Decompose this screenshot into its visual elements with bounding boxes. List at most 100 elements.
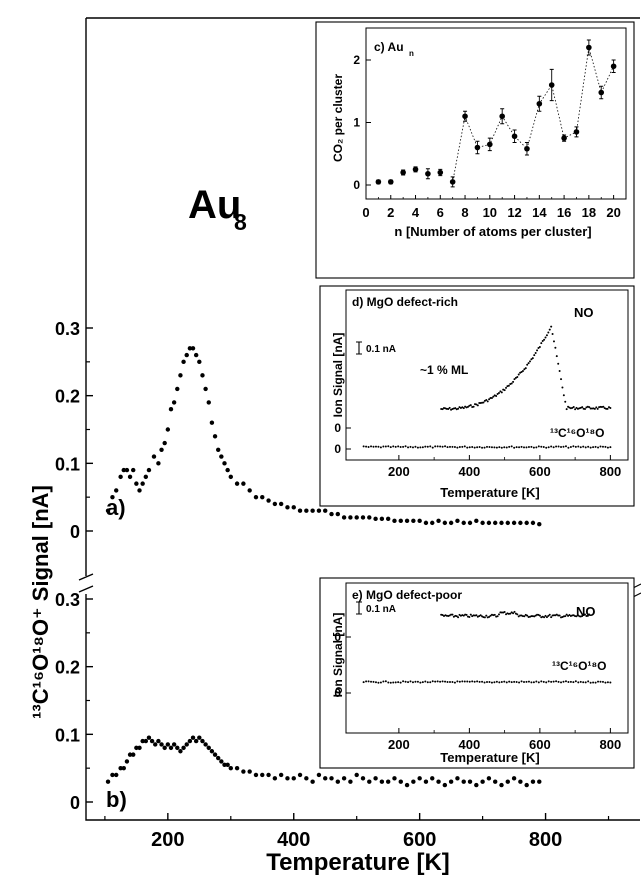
data-point-b bbox=[114, 772, 119, 778]
inset-e-no-point bbox=[441, 613, 444, 616]
inset-d-no-point bbox=[557, 362, 560, 365]
inset-d-co-point bbox=[471, 445, 474, 448]
inset-d-no-point bbox=[523, 368, 526, 371]
inset-e-co-point bbox=[367, 680, 370, 683]
inset-d-co-point bbox=[584, 446, 587, 449]
inset-c-data-point bbox=[375, 179, 382, 185]
data-point-a bbox=[467, 520, 473, 526]
data-point-b bbox=[137, 745, 142, 751]
inset-e-no-point bbox=[575, 615, 578, 618]
data-point-a bbox=[216, 447, 221, 452]
data-point-a bbox=[297, 508, 303, 513]
data-point-a bbox=[175, 386, 180, 392]
main-frame bbox=[85, 17, 640, 821]
data-point-a bbox=[511, 520, 517, 526]
inset-e-co-point bbox=[587, 680, 590, 683]
inset-e-co-point bbox=[424, 680, 427, 683]
data-point-a bbox=[222, 461, 227, 466]
inset-c-points bbox=[375, 39, 617, 188]
inset-d-co-point bbox=[372, 445, 375, 448]
inset-d-no-point bbox=[499, 390, 502, 393]
x-tick-label: 400 bbox=[277, 829, 310, 851]
data-point-b bbox=[171, 742, 177, 747]
data-point-b bbox=[216, 755, 221, 761]
inset-d-no-point bbox=[595, 406, 598, 409]
data-point-b bbox=[200, 738, 205, 744]
inset-e-x-tick-label: 200 bbox=[388, 737, 410, 752]
data-point-b bbox=[455, 776, 460, 781]
data-point-b bbox=[190, 735, 196, 740]
inset-d-co-point bbox=[532, 446, 535, 449]
inset-d-y-axis-label: Ion Signal [nA] bbox=[331, 333, 345, 418]
inset-e-co-point bbox=[451, 681, 454, 684]
inset-d-no-point bbox=[500, 391, 503, 394]
inset-e-co-point bbox=[468, 680, 471, 683]
inset-d-co-point bbox=[609, 446, 612, 449]
data-point-b bbox=[260, 772, 265, 778]
axis-break-left bbox=[78, 573, 94, 593]
inset-e-no-point bbox=[485, 614, 488, 617]
inset-e-no-point bbox=[545, 616, 548, 619]
data-point-b bbox=[121, 765, 126, 771]
data-point-b bbox=[423, 779, 429, 784]
data-point-b bbox=[392, 776, 397, 781]
inset-d-plot-area bbox=[345, 289, 629, 461]
inset-d-no-point bbox=[526, 363, 529, 366]
inset-d-co-point bbox=[604, 445, 607, 448]
main-title-subscript: 8 bbox=[234, 209, 247, 235]
inset-e-co-point bbox=[542, 680, 545, 683]
inset-e-no-point bbox=[497, 613, 500, 616]
inset-e-co-point bbox=[579, 680, 582, 683]
inset-d-co-point bbox=[409, 445, 412, 448]
data-point-a bbox=[212, 434, 218, 439]
inset-d-no-point bbox=[490, 396, 493, 399]
inset-d-no-point bbox=[537, 346, 540, 349]
data-point-a bbox=[291, 505, 296, 510]
inset-c-data-point bbox=[598, 89, 605, 96]
data-point-b bbox=[193, 738, 199, 744]
inset-d-no-point bbox=[512, 380, 515, 383]
inset-c-title: c) Au bbox=[374, 40, 404, 54]
inset-e-frame bbox=[319, 577, 635, 769]
inset-e-no-point bbox=[544, 614, 547, 617]
inset-e-no-point bbox=[469, 613, 472, 616]
inset-d-co-point bbox=[399, 445, 402, 448]
inset-d-co-point bbox=[389, 446, 392, 449]
inset-e-co-label: ¹³C¹⁶O¹⁸O bbox=[552, 659, 607, 673]
inset-d-no-point bbox=[560, 378, 563, 381]
inset-e-no-point bbox=[503, 610, 506, 613]
inset-d-co-point bbox=[414, 445, 417, 448]
data-point-b bbox=[335, 779, 341, 784]
inset-e-co-point bbox=[535, 680, 538, 683]
data-point-a bbox=[140, 481, 145, 486]
data-point-b bbox=[323, 776, 328, 781]
data-point-a bbox=[518, 520, 523, 526]
inset-e-co-point bbox=[372, 680, 375, 683]
inset-d-x-axis-label: Temperature [K] bbox=[440, 485, 539, 500]
data-point-b bbox=[162, 745, 167, 751]
data-point-b bbox=[373, 776, 378, 781]
inset-d-co-point bbox=[481, 446, 484, 449]
inset-e-co-point bbox=[547, 680, 550, 683]
inset-d-co-point bbox=[448, 445, 451, 448]
data-point-b bbox=[228, 765, 233, 771]
inset-e-no-point bbox=[581, 614, 584, 617]
inset-d-co-point bbox=[567, 446, 570, 449]
main-title: Au bbox=[188, 183, 241, 227]
data-point-a bbox=[360, 515, 366, 520]
data-point-a bbox=[505, 520, 510, 526]
data-point-a bbox=[110, 494, 115, 500]
inset-d-co-point bbox=[540, 445, 543, 448]
inset-e-co-point bbox=[476, 680, 479, 683]
inset-e-co-point bbox=[493, 681, 496, 684]
inset-d-no-point bbox=[588, 406, 591, 409]
inset-e-co-point bbox=[377, 681, 380, 684]
inset-d-co-point bbox=[404, 445, 407, 448]
inset-d-no-point bbox=[564, 400, 567, 403]
inset-d-co-point bbox=[431, 446, 434, 449]
inset-e-no-point bbox=[457, 616, 460, 619]
inset-d-co-point bbox=[377, 445, 380, 448]
y-tick-label-a: 0.1 bbox=[55, 454, 80, 474]
data-point-b bbox=[474, 782, 479, 788]
inset-c-x-tick-label: 0 bbox=[362, 205, 369, 220]
